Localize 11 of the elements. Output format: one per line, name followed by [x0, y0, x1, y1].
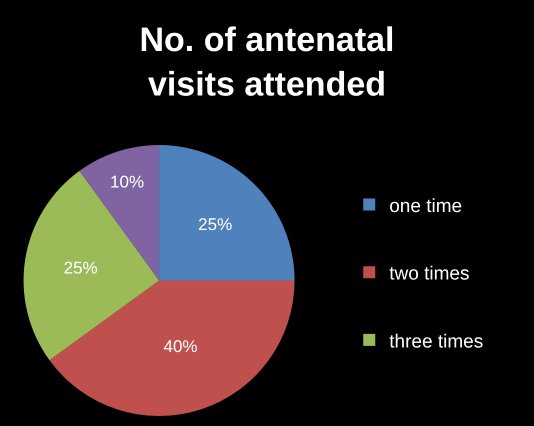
- chart-title: No. of antenatal visits attended: [139, 21, 395, 104]
- pie-slice: [159, 145, 295, 280]
- pie-slice: [24, 170, 160, 360]
- pie-slice: [49, 280, 295, 416]
- legend-label: one time: [389, 196, 462, 217]
- data-label: 10%: [110, 172, 144, 192]
- legend-label: two times: [389, 264, 470, 285]
- legend-label: three times: [389, 331, 484, 352]
- data-label: 25%: [64, 258, 98, 278]
- data-label: 25%: [198, 214, 232, 234]
- data-label: 40%: [164, 337, 198, 356]
